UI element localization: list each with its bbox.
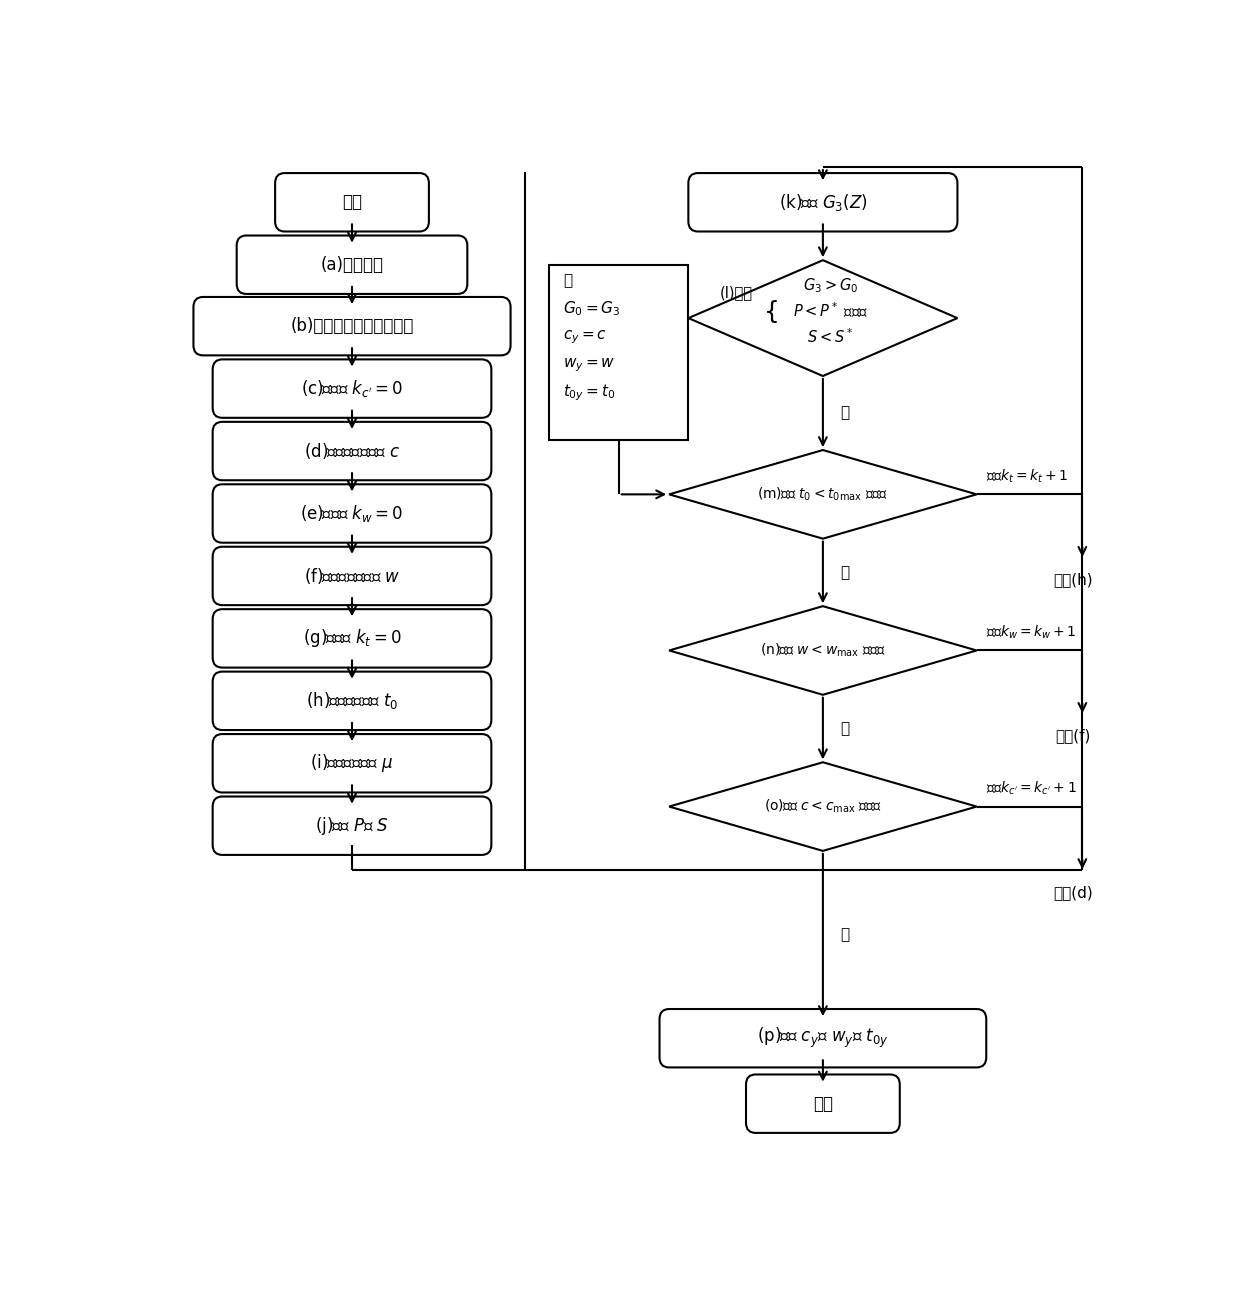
Text: (j)计算 $P$、 $S$: (j)计算 $P$、 $S$ <box>315 815 389 837</box>
FancyBboxPatch shape <box>193 297 511 356</box>
FancyBboxPatch shape <box>549 266 688 439</box>
Text: (m)判断 $t_0<t_{0\mathrm{max}}$ 成立？: (m)判断 $t_0<t_{0\mathrm{max}}$ 成立？ <box>758 485 889 504</box>
FancyBboxPatch shape <box>213 797 491 855</box>
Text: 步骤(f): 步骤(f) <box>1055 729 1090 743</box>
Text: (a)参数收集: (a)参数收集 <box>320 256 383 273</box>
Text: (o)判断 $c<c_{\mathrm{max}}$ 成立？: (o)判断 $c<c_{\mathrm{max}}$ 成立？ <box>764 798 882 815</box>
Text: 否: 否 <box>841 405 849 421</box>
Text: $G_3>G_0$: $G_3>G_0$ <box>804 276 858 296</box>
Text: 是，$k_{c'}=k_{c'}+1$: 是，$k_{c'}=k_{c'}+1$ <box>986 780 1076 797</box>
Text: $G_0=G_3$: $G_0=G_3$ <box>563 300 620 318</box>
Text: $c_y=c$: $c_y=c$ <box>563 328 608 345</box>
FancyBboxPatch shape <box>275 173 429 232</box>
Polygon shape <box>670 450 977 539</box>
FancyBboxPatch shape <box>213 610 491 667</box>
FancyBboxPatch shape <box>213 422 491 480</box>
FancyBboxPatch shape <box>213 734 491 793</box>
Text: 否: 否 <box>841 565 849 579</box>
Text: (c)初始化 $k_{c'}=0$: (c)初始化 $k_{c'}=0$ <box>301 378 403 399</box>
FancyBboxPatch shape <box>213 671 491 730</box>
Text: (p)输出 $c_y$、 $w_y$、 $t_{0y}$: (p)输出 $c_y$、 $w_y$、 $t_{0y}$ <box>758 1025 889 1050</box>
FancyBboxPatch shape <box>237 235 467 294</box>
Text: $S<S^*$: $S<S^*$ <box>807 327 854 345</box>
FancyBboxPatch shape <box>688 173 957 232</box>
Text: 否: 否 <box>841 927 849 943</box>
Text: $t_{0y}=t_0$: $t_{0y}=t_0$ <box>563 383 615 403</box>
FancyBboxPatch shape <box>213 484 491 543</box>
Text: (k)计算 $G_3(Z)$: (k)计算 $G_3(Z)$ <box>779 192 867 213</box>
Polygon shape <box>670 606 977 695</box>
Text: (f)计算乳化液流量 $w$: (f)计算乳化液流量 $w$ <box>304 566 401 586</box>
Text: (e)初始化 $k_w=0$: (e)初始化 $k_w=0$ <box>300 504 404 525</box>
Text: 否: 否 <box>841 721 849 736</box>
Text: 步骤(h): 步骤(h) <box>1053 573 1092 587</box>
Text: 结束: 结束 <box>813 1095 833 1113</box>
Text: 是，$k_t=k_t+1$: 是，$k_t=k_t+1$ <box>986 467 1069 485</box>
Text: $w_y=w$: $w_y=w$ <box>563 356 615 374</box>
Text: (h)计算初始温度 $t_0$: (h)计算初始温度 $t_0$ <box>306 691 398 712</box>
FancyBboxPatch shape <box>660 1008 986 1067</box>
Text: 开始: 开始 <box>342 194 362 212</box>
Text: (n)判断 $w<w_{\mathrm{max}}$ 成立？: (n)判断 $w<w_{\mathrm{max}}$ 成立？ <box>760 642 885 659</box>
FancyBboxPatch shape <box>746 1074 900 1133</box>
Polygon shape <box>670 763 977 852</box>
FancyBboxPatch shape <box>213 547 491 606</box>
Text: (d)计算乳化液浓度 $c$: (d)计算乳化液浓度 $c$ <box>304 441 401 460</box>
Text: (g)初始化 $k_t=0$: (g)初始化 $k_t=0$ <box>303 628 402 649</box>
Text: (b)定义参数、中间过程量: (b)定义参数、中间过程量 <box>290 317 414 335</box>
Polygon shape <box>688 260 957 375</box>
Text: 是，$k_w=k_w+1$: 是，$k_w=k_w+1$ <box>986 624 1076 641</box>
Text: $\{$: $\{$ <box>763 297 777 324</box>
Text: 是: 是 <box>563 273 572 288</box>
Text: $P<P^*$ 成立？: $P<P^*$ 成立？ <box>794 301 868 319</box>
Text: 步骤(d): 步骤(d) <box>1053 884 1092 900</box>
FancyBboxPatch shape <box>213 360 491 417</box>
Text: (l)判断: (l)判断 <box>720 285 753 301</box>
Text: (i)计算摩擦系数 $\mu$: (i)计算摩擦系数 $\mu$ <box>310 752 393 774</box>
